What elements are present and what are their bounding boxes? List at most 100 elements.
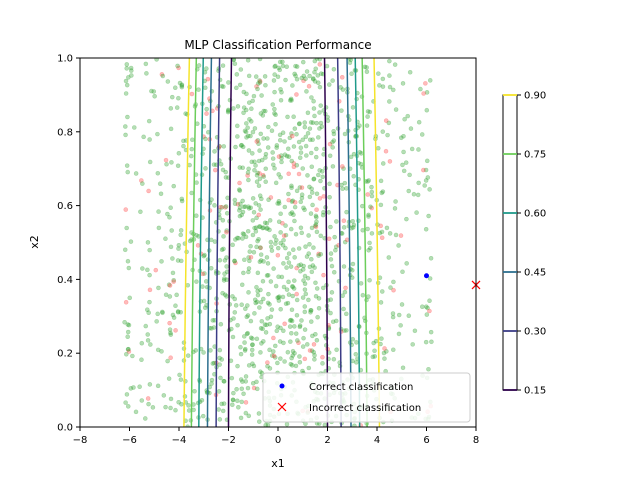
scatter-point-correct	[126, 346, 131, 352]
scatter-point-correct	[391, 279, 396, 285]
scatter-point-incorrect	[146, 188, 151, 194]
scatter-point-correct	[238, 201, 243, 207]
scatter-point-correct	[155, 131, 160, 137]
scatter-point-correct	[155, 383, 161, 389]
scatter-point-correct	[317, 168, 322, 173]
scatter-point-correct	[209, 381, 214, 386]
scatter-point-correct	[314, 191, 320, 197]
scatter-point-correct	[267, 302, 272, 307]
scatter-point-correct	[330, 145, 335, 150]
scatter-point-correct	[145, 240, 151, 245]
scatter-point-correct	[393, 199, 398, 204]
scatter-point-correct	[317, 84, 323, 90]
scatter-point-correct	[287, 318, 293, 323]
scatter-point-correct	[341, 264, 347, 269]
scatter-point-correct	[238, 377, 244, 382]
scatter-point-correct	[167, 214, 172, 220]
scatter-point-correct	[262, 220, 268, 226]
scatter-point-correct	[250, 232, 256, 238]
scatter-point-incorrect	[212, 167, 218, 173]
scatter-point-correct	[276, 298, 282, 303]
scatter-point-correct	[313, 332, 318, 337]
scatter-point-correct	[376, 71, 381, 76]
scatter-point-correct	[279, 159, 284, 165]
scatter-point-correct	[401, 168, 407, 174]
scatter-point-correct	[250, 129, 256, 135]
scatter-point-correct	[333, 244, 339, 250]
x-tick-label: −8	[73, 435, 88, 446]
scatter-point-correct	[333, 318, 339, 324]
scatter-point-correct	[317, 126, 322, 131]
scatter-point-correct	[238, 415, 244, 421]
scatter-point-correct	[179, 196, 185, 202]
x-tick-label: 6	[423, 435, 429, 446]
scatter-point-incorrect	[271, 353, 277, 359]
scatter-point-incorrect	[326, 236, 332, 242]
scatter-point-correct	[390, 347, 396, 353]
scatter-point-incorrect	[378, 223, 384, 229]
scatter-point-correct	[284, 64, 290, 69]
scatter-point-correct	[238, 143, 244, 148]
scatter-point-correct	[208, 265, 214, 271]
y-tick-label: 0.2	[57, 349, 73, 360]
scatter-point-correct	[424, 158, 430, 164]
scatter-point-incorrect	[254, 84, 259, 89]
scatter-point-correct	[257, 224, 263, 229]
scatter-point-incorrect	[365, 192, 371, 197]
scatter-point-incorrect	[301, 78, 306, 84]
scatter-point-correct	[404, 216, 409, 222]
scatter-point-correct	[125, 322, 131, 327]
scatter-point-correct	[172, 85, 178, 90]
scatter-point-correct	[402, 116, 407, 122]
scatter-point-correct	[251, 363, 257, 369]
scatter-point-correct	[279, 155, 284, 161]
scatter-point-correct	[298, 150, 304, 155]
scatter-point-correct	[156, 209, 161, 214]
scatter-point-correct	[154, 319, 159, 324]
scatter-point-correct	[405, 113, 411, 119]
scatter-point-correct	[251, 209, 257, 215]
scatter-point-incorrect	[391, 287, 396, 293]
scatter-point-correct	[328, 310, 333, 316]
scatter-point-correct	[272, 64, 278, 69]
scatter-point-correct	[263, 179, 268, 185]
scatter-point-correct	[235, 322, 240, 328]
scatter-point-correct	[242, 257, 247, 263]
scatter-point-correct	[255, 292, 261, 298]
scatter-point-correct	[252, 167, 257, 173]
scatter-point-correct	[318, 233, 324, 239]
scatter-point-correct	[313, 280, 318, 286]
scatter-point-correct	[287, 98, 293, 103]
scatter-point-correct	[310, 120, 316, 126]
scatter-point-correct	[267, 366, 273, 371]
scatter-point-correct	[407, 172, 412, 178]
scatter-point-correct	[297, 359, 303, 365]
scatter-point-correct	[278, 325, 283, 331]
scatter-point-correct	[210, 318, 216, 323]
scatter-point-correct	[343, 311, 349, 317]
scatter-point-correct	[365, 114, 370, 119]
scatter-point-correct	[256, 419, 262, 424]
scatter-point-correct	[245, 133, 251, 139]
colorbar-frame	[502, 94, 518, 391]
scatter-point-correct	[176, 243, 182, 248]
scatter-point-incorrect	[321, 194, 327, 199]
scatter-point-correct	[240, 236, 245, 241]
scatter-point-correct	[384, 349, 389, 354]
scatter-point-correct	[424, 107, 430, 113]
scatter-point-correct	[385, 132, 390, 138]
scatter-point-correct	[396, 243, 401, 248]
scatter-point-correct	[331, 138, 337, 143]
scatter-point-correct	[253, 163, 258, 168]
scatter-point-correct	[248, 205, 254, 211]
scatter-point-correct	[256, 236, 261, 242]
scatter-point-correct	[139, 340, 145, 346]
scatter-point-correct	[277, 67, 283, 73]
scatter-point-correct	[163, 404, 168, 410]
scatter-point-incorrect	[257, 171, 262, 176]
scatter-point-correct	[145, 267, 150, 273]
scatter-point-correct	[175, 309, 181, 315]
scatter-point-incorrect	[344, 237, 350, 243]
scatter-point-correct	[272, 343, 278, 349]
scatter-point-correct	[251, 93, 257, 99]
